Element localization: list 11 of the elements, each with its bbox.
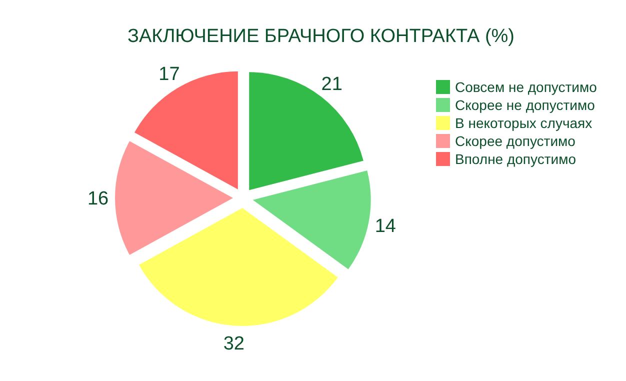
data-label: 21 — [321, 74, 342, 96]
data-label: 32 — [223, 333, 244, 354]
legend-label: Вполне допустимо — [455, 151, 576, 167]
data-label: 17 — [158, 64, 180, 85]
legend-label: Скорее допустимо — [455, 133, 576, 149]
legend-label: В некоторых случаях — [455, 115, 592, 131]
legend-label: Скорее не допустимо — [455, 97, 596, 113]
legend-label: Совсем не допустимо — [455, 79, 598, 95]
data-label: 16 — [87, 188, 109, 210]
chart-title: ЗАКЛЮЧЕНИЕ БРАЧНОГО КОНТРАКТА (%) — [128, 26, 514, 47]
data-label: 14 — [374, 216, 396, 237]
